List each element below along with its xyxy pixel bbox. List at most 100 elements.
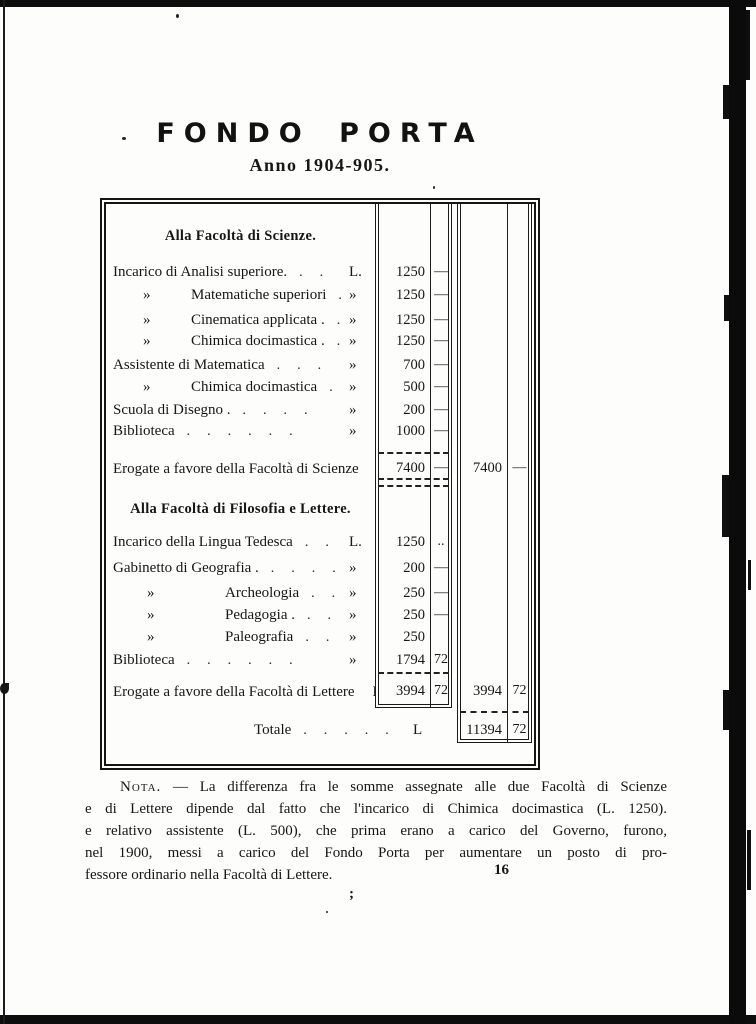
footnote-line: nel 1900, messi a carico del Fondo Porta… bbox=[85, 845, 667, 861]
amount-lire: 3994 bbox=[396, 683, 425, 699]
table-row: Assistente di Matematica... » 700 — bbox=[106, 355, 532, 375]
amount-cents: — bbox=[434, 423, 448, 438]
currency-mark: » bbox=[349, 585, 357, 601]
ditto-mark: » bbox=[143, 312, 151, 328]
amount-lire: 7400 bbox=[396, 460, 425, 476]
table-row: Incarico della Lingua Tedesca.. L. 1250 .… bbox=[106, 532, 532, 552]
amount-cents: — bbox=[434, 312, 448, 327]
total-row-lettere: Erogate a favore della Facoltà di Letter… bbox=[106, 681, 532, 701]
currency-mark: » bbox=[349, 629, 357, 645]
table-row: Biblioteca...... » 1794 72 bbox=[106, 650, 532, 670]
sum-rule-lettere bbox=[378, 672, 449, 674]
amount-cents: — bbox=[434, 379, 448, 394]
ditto-mark: » bbox=[147, 607, 155, 623]
cents-divider-right bbox=[507, 204, 508, 743]
scan-speck bbox=[326, 911, 328, 913]
scan-edge-right bbox=[729, 0, 746, 1024]
scan-blemish bbox=[724, 295, 729, 321]
amount-lire: 1250 bbox=[396, 534, 425, 550]
scan-blemish bbox=[746, 10, 750, 80]
amount-cents: 72 bbox=[434, 652, 448, 667]
currency-mark: » bbox=[349, 312, 357, 328]
page-subtitle: Anno 1904-905. bbox=[249, 155, 391, 175]
row-label: Biblioteca bbox=[113, 652, 175, 668]
footnote-line: Nota. — La differenza fra le somme asseg… bbox=[85, 776, 667, 798]
currency-mark: » bbox=[349, 607, 357, 623]
table-row: Gabinetto di Geografia ..... » 200 — bbox=[106, 558, 532, 578]
amount-lire: 1250 bbox=[396, 287, 425, 303]
dot-leader: . bbox=[338, 288, 343, 303]
summary-cents: — bbox=[512, 460, 527, 475]
amount-lire: 1250 bbox=[396, 264, 425, 280]
amount-cents: — bbox=[434, 264, 448, 279]
ditto-mark: » bbox=[143, 379, 151, 395]
currency-mark: » bbox=[349, 287, 357, 303]
scan-speck bbox=[176, 14, 179, 18]
amount-lire: 250 bbox=[403, 585, 425, 601]
amount-lire: 1000 bbox=[396, 423, 425, 439]
row-label: Pedagogia . bbox=[225, 607, 295, 623]
amount-cents: — bbox=[434, 585, 448, 600]
scan-edge-top bbox=[0, 0, 756, 7]
table-row: » Chimica docimastica ... » 1250 — bbox=[106, 331, 532, 351]
table-row: Scuola di Disegno ..... » 200 — bbox=[106, 400, 532, 420]
table-row: Incarico di Analisi superiore... L. 1250 … bbox=[106, 262, 532, 282]
amount-cents: — bbox=[434, 333, 448, 348]
currency-mark: » bbox=[349, 652, 357, 668]
table-row: » Chimica docimastica.. » 500 — bbox=[106, 377, 532, 397]
amount-cents: .. bbox=[437, 534, 445, 549]
page-number: 16 bbox=[494, 862, 509, 878]
row-label: Incarico della Lingua Tedesca bbox=[113, 534, 293, 550]
amount-lire: 250 bbox=[403, 607, 425, 623]
scan-blemish bbox=[722, 475, 729, 537]
currency-mark: » bbox=[349, 560, 357, 576]
amount-lire: 500 bbox=[403, 379, 425, 395]
ditto-mark: » bbox=[147, 629, 155, 645]
stray-ink-mark: ; bbox=[349, 886, 354, 902]
row-label: Assistente di Matematica bbox=[113, 357, 265, 373]
amount-cents: — bbox=[434, 402, 448, 417]
row-label: Scuola di Disegno . bbox=[113, 402, 231, 418]
page-title: FONDO PORTA bbox=[156, 118, 484, 149]
row-label: Cinematica applicata . bbox=[191, 312, 325, 328]
amount-lire: 700 bbox=[403, 357, 425, 373]
sum-rule-totale bbox=[460, 711, 529, 713]
row-label: Incarico di Analisi superiore. bbox=[113, 264, 288, 280]
account-table: Alla Facoltà di Scienze. Incarico di Ana… bbox=[100, 198, 540, 770]
amount-lire: 1794 bbox=[396, 652, 425, 668]
footnote-lead: Nota. bbox=[120, 779, 162, 795]
faculty-amount-box bbox=[375, 204, 452, 708]
dot-leader: .... bbox=[270, 561, 336, 576]
scan-edge-bottom bbox=[0, 1015, 756, 1024]
ditto-mark: » bbox=[143, 287, 151, 303]
closing-rule-scienze bbox=[378, 478, 449, 487]
amount-lire: 250 bbox=[403, 629, 425, 645]
amount-cents: — bbox=[434, 357, 448, 372]
cents-divider-left bbox=[430, 204, 431, 708]
grand-total-lire: 11394 bbox=[466, 722, 502, 738]
ditto-mark: » bbox=[143, 333, 151, 349]
currency-mark: » bbox=[349, 357, 357, 373]
amount-lire: 1250 bbox=[396, 333, 425, 349]
scan-blemish bbox=[723, 690, 729, 730]
dot-leader: .. bbox=[299, 265, 341, 280]
currency-mark: L. bbox=[373, 682, 375, 702]
footnote-line: e di Lettere dipende dal fatto che l'inc… bbox=[85, 801, 667, 817]
currency-mark: » bbox=[349, 423, 357, 439]
scan-blemish bbox=[723, 85, 729, 119]
footnote-text: — La differenza fra le somme assegnate a… bbox=[161, 779, 667, 795]
dot-leader: .. bbox=[329, 380, 343, 395]
currency-mark: » bbox=[349, 333, 357, 349]
amount-lire: 200 bbox=[403, 560, 425, 576]
dot-leader: ...... bbox=[186, 653, 310, 668]
dot-leader: ... bbox=[276, 358, 339, 373]
row-label: Chimica docimastica bbox=[191, 379, 318, 395]
amount-lire: 1250 bbox=[396, 312, 425, 328]
summary-lire: 3994 bbox=[473, 683, 502, 699]
summary-amount-box bbox=[457, 204, 532, 743]
grand-total-row: Totale..... L 11394 72 bbox=[106, 720, 532, 740]
table-row: Biblioteca...... » 1000 — bbox=[106, 421, 532, 441]
scan-blemish bbox=[748, 560, 751, 590]
scan-blemish bbox=[747, 830, 751, 890]
